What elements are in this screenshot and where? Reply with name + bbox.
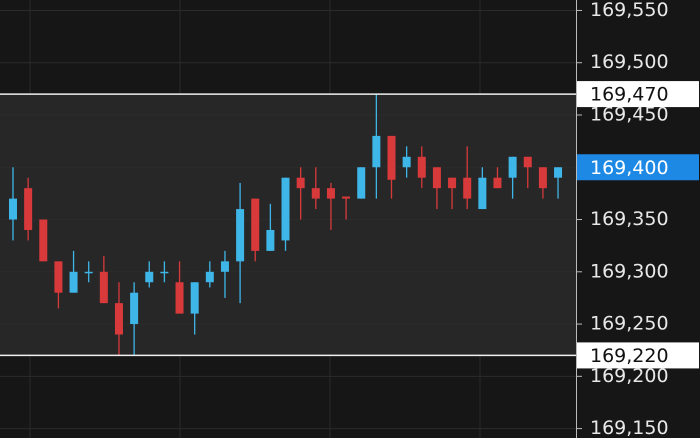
candle-body [190, 282, 199, 314]
candle-body [523, 156, 532, 168]
y-tick-label: 169,350 [590, 208, 669, 230]
y-tick-label: 169,300 [590, 260, 669, 282]
candle-body [493, 177, 502, 189]
y-tick-label: 169,550 [590, 0, 669, 21]
range-label-box [577, 81, 699, 108]
last-price-box [577, 154, 699, 181]
candle-body [130, 292, 139, 325]
candle-body [145, 271, 154, 283]
candle-body [478, 177, 487, 210]
candle-body [69, 271, 78, 293]
candle-body [432, 167, 441, 189]
candle-body [9, 198, 17, 220]
candle-body [463, 177, 472, 199]
y-tick-label: 169,200 [590, 365, 669, 387]
candle-body [114, 303, 123, 335]
candle-body [205, 271, 214, 283]
candle-body [54, 261, 63, 293]
y-tick-label: 169,150 [590, 417, 669, 438]
candle-body [448, 177, 457, 189]
candle-body [99, 271, 108, 304]
candle-body [281, 177, 290, 241]
y-tick-label: 169,450 [590, 103, 669, 125]
candle-body [387, 135, 396, 180]
candle-body [24, 188, 33, 230]
candle-body [508, 156, 517, 178]
candle-body [39, 219, 48, 262]
candle-body [175, 282, 184, 314]
range-label: 169,220 [590, 345, 669, 367]
candle-body [160, 271, 169, 274]
candle-body [417, 156, 426, 178]
candle-body [372, 135, 381, 168]
range-label-box [577, 342, 699, 369]
candle-body [326, 188, 335, 199]
y-tick-label: 169,250 [590, 313, 669, 335]
candle-body [357, 167, 366, 199]
last-price-label: 169,400 [590, 157, 669, 179]
candle-body [342, 196, 351, 199]
candle-body [236, 209, 245, 262]
candle-body [251, 198, 260, 251]
candle-body [402, 156, 411, 168]
candle-body [266, 229, 275, 251]
candle-body [296, 177, 305, 189]
candle-body [554, 167, 563, 178]
candle-body [220, 261, 229, 272]
candle-body [84, 271, 93, 274]
candle-body [538, 167, 547, 189]
range-label: 169,470 [590, 84, 669, 106]
y-tick-label: 169,500 [590, 51, 669, 73]
candle-body [311, 188, 320, 199]
